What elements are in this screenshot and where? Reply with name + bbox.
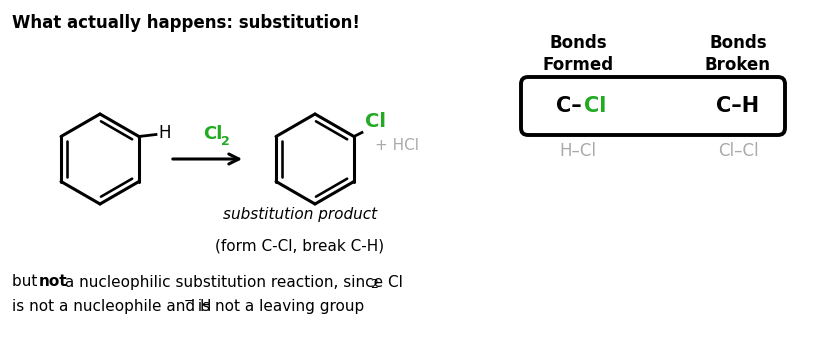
Text: a nucleophilic substitution reaction, since Cl: a nucleophilic substitution reaction, si… xyxy=(60,274,402,290)
Text: not: not xyxy=(39,274,67,290)
Text: What actually happens: substitution!: What actually happens: substitution! xyxy=(12,14,360,32)
Text: 2: 2 xyxy=(220,135,229,148)
Text: Bonds
Formed: Bonds Formed xyxy=(543,34,613,74)
Text: 2: 2 xyxy=(370,279,378,291)
Text: H–Cl: H–Cl xyxy=(559,142,596,160)
Text: −: − xyxy=(184,295,194,308)
Text: H: H xyxy=(158,125,171,143)
Text: + HCl: + HCl xyxy=(375,138,419,154)
Text: (form C-Cl, break C-H): (form C-Cl, break C-H) xyxy=(215,239,385,253)
Text: is not a nucleophile and H: is not a nucleophile and H xyxy=(12,298,212,314)
Text: Cl: Cl xyxy=(203,125,223,143)
FancyBboxPatch shape xyxy=(521,77,785,135)
Text: Cl: Cl xyxy=(584,96,606,116)
Text: C–: C– xyxy=(556,96,582,116)
Text: C–H: C–H xyxy=(717,96,759,116)
Text: Bonds
Broken: Bonds Broken xyxy=(705,34,771,74)
Text: Cl: Cl xyxy=(365,112,386,131)
Text: substitution product: substitution product xyxy=(223,206,377,222)
Text: is not a leaving group: is not a leaving group xyxy=(192,298,364,314)
Text: but: but xyxy=(12,274,42,290)
Text: Cl–Cl: Cl–Cl xyxy=(717,142,759,160)
